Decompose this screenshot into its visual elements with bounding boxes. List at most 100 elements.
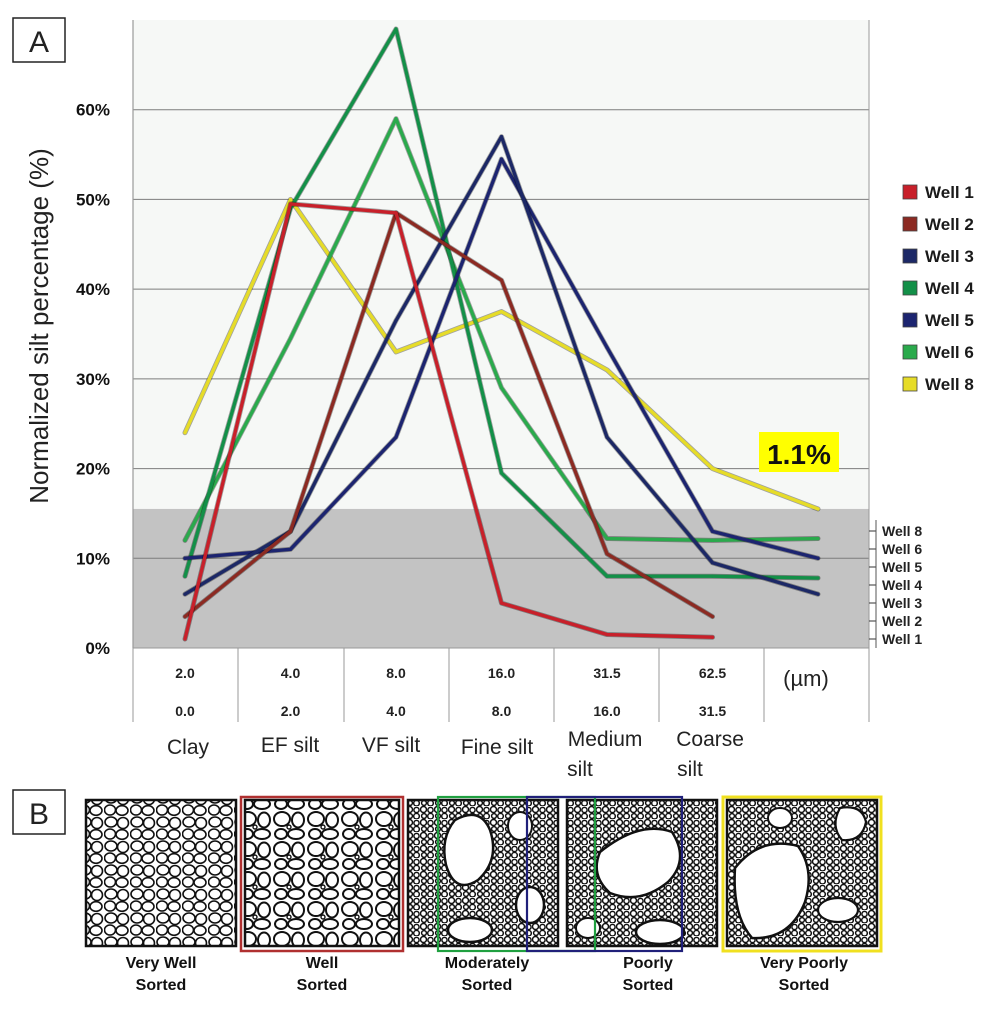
legend-swatch-well-5 [902,312,918,328]
x-tick-lower: 4.0 [386,703,406,719]
data-point-well-6 [605,536,609,541]
panel-b-label: B [29,798,49,831]
panel-a-label: A [29,26,49,59]
moderately-sorted-highlight-box [436,795,597,953]
right-label-well-1: Well 1 [882,631,922,647]
category-coarse-line2: silt [677,758,703,781]
legend-swatch-well-3 [902,248,918,264]
y-tick-label: 20% [76,460,110,479]
legend-label-well-1: Well 1 [925,183,974,202]
data-point-well-2 [710,615,715,619]
data-point-well-8 [710,466,715,471]
panel-b-box [12,789,66,835]
data-point-well-1 [710,635,715,639]
right-label-well-6: Well 6 [882,541,922,557]
y-tick-label: 60% [76,101,110,120]
poorly-sorted-highlight-box [525,795,684,953]
sorting-well-sample [239,795,405,953]
annotation-label: 1.1% [767,439,831,470]
data-point-well-8 [816,507,820,511]
sorting-moderate-sample [406,798,560,948]
sorting-very-poor-sample [721,795,883,953]
right-label-well-2: Well 2 [882,613,922,629]
x-tick-upper: 4.0 [281,665,301,681]
y-tick-label: 10% [76,549,110,568]
data-point-well-4 [499,471,504,475]
x-tick-row-lower: 0.0 2.0 4.0 8.0 16.0 31.5 [175,703,726,719]
sorting-label-poor-2: Sorted [623,977,674,994]
legend-item-well-2: Well 2 [902,215,974,234]
category-clay: Clay [167,736,210,759]
data-point-well-5 [499,157,504,161]
right-label-well-8: Well 8 [882,523,922,539]
legend-label-well-2: Well 2 [925,215,974,234]
data-point-well-8 [394,350,398,354]
legend-label-well-3: Well 3 [925,247,974,266]
legend-item-well-1: Well 1 [902,183,974,202]
panel-a-box [12,17,66,63]
legend-item-well-3: Well 3 [902,247,974,266]
x-table-dividers [132,648,870,722]
data-point-well-8 [288,197,293,202]
data-point-well-3 [394,318,398,323]
x-tick-upper: 62.5 [699,665,726,681]
data-point-well-6 [816,536,820,541]
series-well-1 [182,201,715,642]
legend-swatch-well-4 [902,280,918,296]
data-point-well-3 [605,435,609,439]
data-point-well-3 [499,135,504,139]
series-layer [182,26,821,642]
data-point-well-2 [183,615,187,619]
right-label-well-3: Well 3 [882,595,922,611]
legend-label-well-6: Well 6 [925,343,974,362]
legend-item-well-4: Well 4 [902,279,974,298]
category-medium-line2: silt [567,758,593,781]
data-point-well-1 [499,601,504,605]
x-tick-lower: 2.0 [281,703,301,719]
x-tick-upper: 16.0 [488,665,515,681]
data-point-well-5 [288,547,293,551]
data-point-well-5 [816,556,820,560]
very-poorly-sorted-highlight-box [721,795,883,953]
y-tick-label: 40% [76,280,110,299]
category-coarse-silt: Coarse silt [676,728,750,781]
series-well-8 [182,196,821,512]
category-vf-silt: VF silt [362,734,421,757]
series-line-well-1 [183,202,715,641]
data-point-well-6 [288,336,293,341]
x-tick-lower: 0.0 [175,703,195,719]
series-well-2 [182,210,715,620]
right-well-labels: Well 8 Well 6 Well 5 Well 4 Well 3 Well 2 Well… [869,520,922,648]
data-point-well-2 [499,278,504,282]
data-point-well-6 [710,538,715,542]
y-tick-label: 50% [76,190,110,209]
y-tick-label: 30% [76,370,110,389]
category-medium-silt: Medium silt [567,728,648,781]
x-tick-row-upper: 2.0 4.0 8.0 16.0 31.5 62.5 [175,665,726,681]
data-point-well-4 [183,574,187,578]
plot-area [132,20,870,648]
data-point-well-2 [605,552,609,556]
well-sorted-highlight-box [239,795,405,953]
x-unit-label: (µm) [783,666,829,691]
data-point-well-4 [394,27,398,31]
sorting-label-moderate-1: Moderately [445,955,530,972]
legend-label-well-5: Well 5 [925,311,974,330]
sorting-label-well-1: Well [306,955,339,972]
data-point-well-8 [605,368,609,372]
legend: Well 1 Well 2 Well 3 Well 4 Well 5 Well 6 Well… [902,183,974,394]
series-well-5 [182,156,821,561]
x-tick-upper: 2.0 [175,665,195,681]
data-point-well-3 [816,592,820,596]
category-fine-silt: Fine silt [461,736,534,759]
data-point-well-5 [710,529,715,533]
data-point-well-8 [183,431,187,435]
sorting-label-very-poor-1: Very Poorly [760,955,848,972]
x-tick-upper: 8.0 [386,665,406,681]
data-point-well-4 [816,576,820,580]
y-axis-title: Normalized silt percentage (%) [24,148,54,503]
x-tick-upper: 31.5 [593,665,620,681]
sorting-label-poor-1: Poorly [623,955,673,972]
data-point-well-5 [394,435,398,439]
